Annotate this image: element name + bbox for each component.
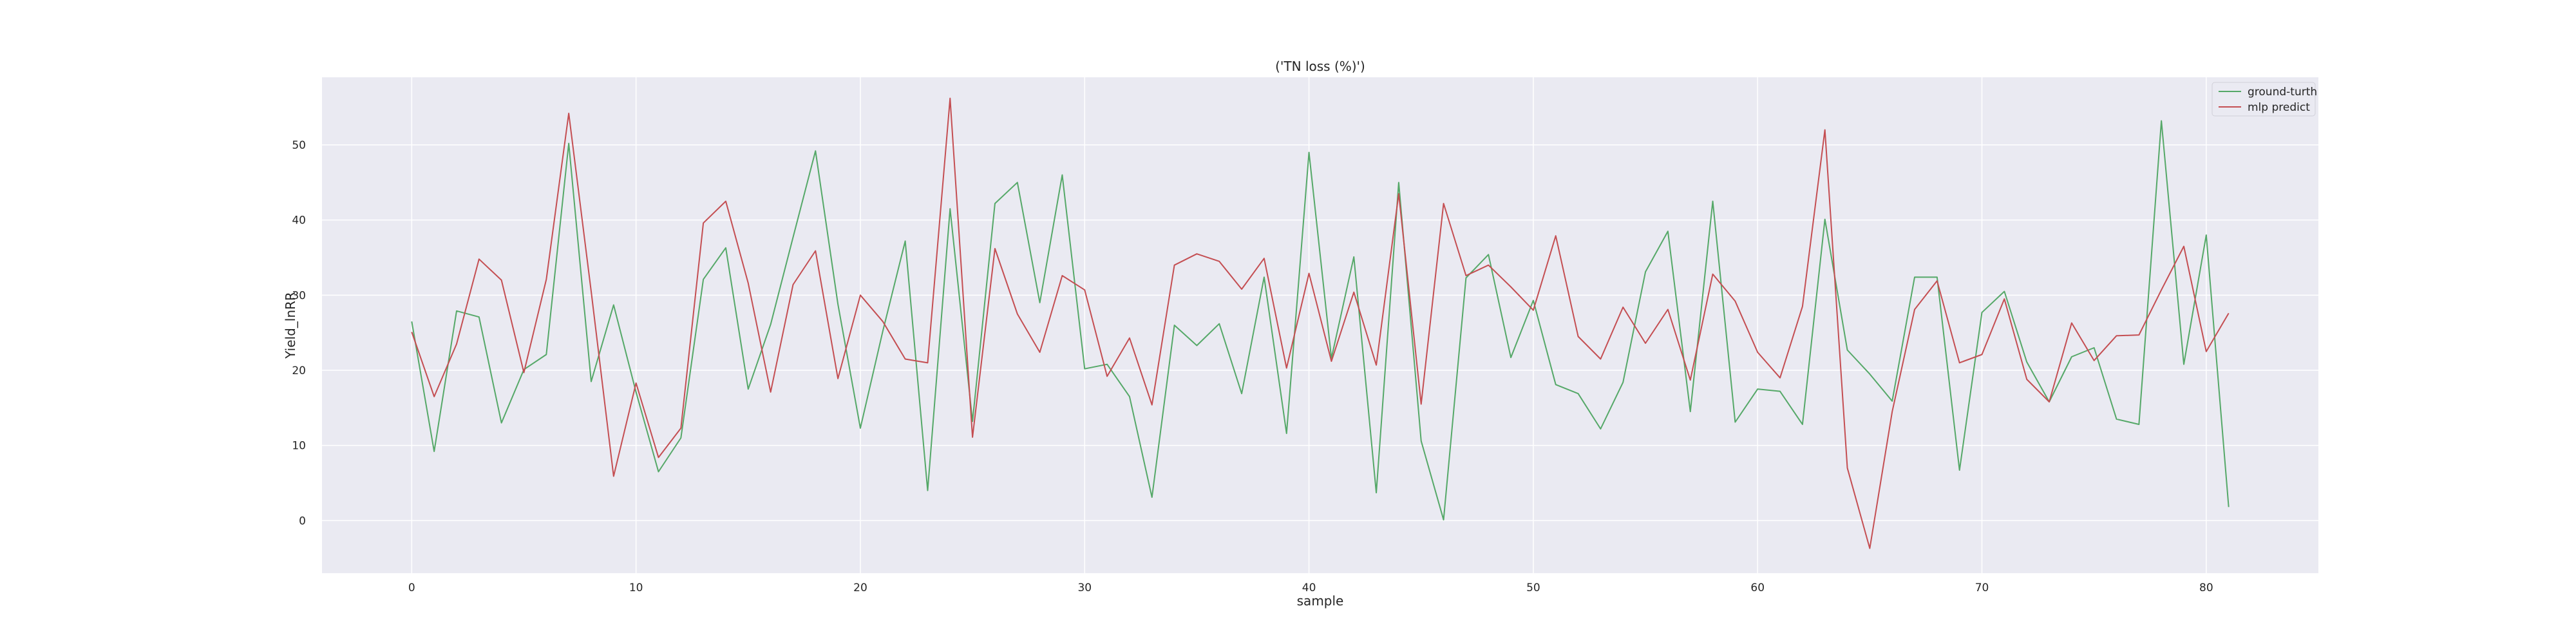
x-tick-label: 70 (1975, 582, 1989, 594)
y-tick-label: 50 (292, 139, 306, 152)
legend: ground-turth mlp predict (2211, 82, 2317, 117)
x-tick-label: 80 (2199, 582, 2213, 594)
x-axis-label: sample (1297, 593, 1344, 609)
y-tick-label: 20 (292, 365, 306, 377)
y-axis-label: Yield_lnRR (283, 292, 298, 359)
x-tick-label: 10 (629, 582, 643, 594)
plot-area (322, 77, 2318, 573)
series-line-ground-turth (411, 120, 2230, 521)
x-tick-label: 60 (1750, 582, 1765, 594)
x-tick-label: 0 (408, 582, 415, 594)
y-tick-label: 40 (292, 214, 306, 227)
y-tick-labels: 0 10 20 30 40 50 (292, 139, 306, 527)
x-tick-label: 40 (1302, 582, 1316, 594)
y-tick-label: 10 (292, 440, 306, 453)
series-layer (411, 97, 2230, 549)
x-tick-label: 20 (853, 582, 867, 594)
series-line-mlp-predict (411, 97, 2230, 549)
x-tick-label: 30 (1077, 582, 1092, 594)
x-tick-label: 50 (1526, 582, 1540, 594)
legend-label-mlp-predict: mlp predict (2248, 101, 2310, 114)
y-tick-label: 0 (299, 515, 306, 527)
x-tick-labels: 0 10 20 30 40 50 60 70 80 (408, 582, 2213, 594)
chart-title: ('TN loss (%)') (1275, 59, 1365, 74)
legend-label-ground-turth: ground-turth (2248, 86, 2317, 99)
y-tick-label: 30 (292, 289, 306, 302)
